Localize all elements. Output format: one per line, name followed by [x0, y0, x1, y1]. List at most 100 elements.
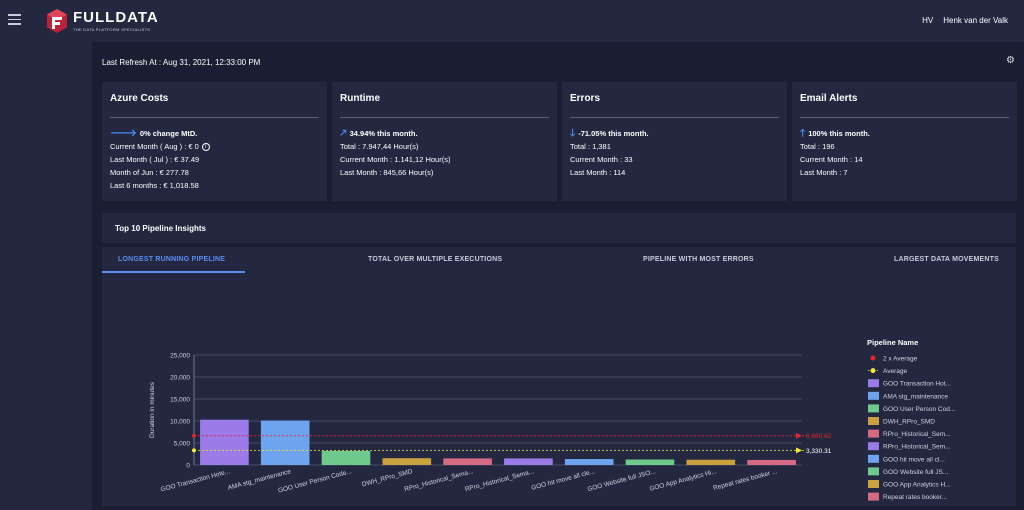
- top-bar: FULLDATA THE DATA PLATFORM SPECIALISTS H…: [0, 0, 1024, 42]
- insights-header: Top 10 Pipeline Insights: [102, 213, 1016, 243]
- bar: [625, 459, 675, 465]
- legend-label: AMA stg_maintenance: [883, 393, 948, 400]
- legend-swatch: [868, 429, 879, 438]
- card-line: Total : 7.947,44 Hour(s): [340, 142, 419, 151]
- y-tick-label: 0: [186, 463, 190, 470]
- bar: [321, 450, 371, 465]
- bar: [747, 459, 796, 465]
- average-arrow: [796, 447, 802, 454]
- bar: [443, 458, 492, 465]
- legend-swatch: [868, 480, 879, 488]
- legend-label: RPro_Historical_Sem...: [883, 444, 951, 451]
- legend-label: GOO User Person Cod...: [883, 406, 955, 413]
- legend-swatch: [868, 391, 879, 400]
- tab-total-executions[interactable]: TOTAL OVER MULTIPLE EXECUTIONS: [368, 256, 503, 263]
- arrow-up-right-icon: 🡕: [340, 127, 347, 139]
- tab-longest-running[interactable]: LONGEST RUNNING PIPELINE: [118, 256, 226, 263]
- logo-mark-icon: [47, 9, 67, 33]
- y-axis-label: Duration in minutes: [149, 381, 156, 438]
- trend-text: 100% this month.: [808, 129, 870, 138]
- gear-icon[interactable]: ⚙: [1006, 55, 1015, 66]
- double-average-marker: [192, 433, 196, 438]
- trend-text: -71.05% this month.: [578, 129, 649, 138]
- main-content: Last Refresh At : Aug 31, 2021, 12:33:00…: [92, 42, 1024, 510]
- azure-costs-card: Azure Costs 🡒 0% change MtD. Current Mont…: [102, 82, 327, 201]
- bar: [200, 419, 249, 465]
- card-title: Errors: [570, 93, 601, 104]
- legend-swatch: [868, 492, 879, 501]
- legend-label: RPro_Historical_Sem...: [883, 431, 951, 438]
- arrow-up-icon: 🡑: [800, 127, 806, 139]
- x-tick-label: RPro_Historical_Sema...: [464, 468, 535, 493]
- legend-swatch: [868, 467, 879, 476]
- card-line: Current Month : 1.141,12 Hour(s): [340, 155, 451, 164]
- logo-title: FULLDATA: [73, 9, 159, 26]
- card-line: Last Month ( Jul ) : € 37.49: [110, 155, 200, 164]
- x-tick-label: GOO Website full JSO...: [587, 468, 657, 493]
- card-title: Email Alerts: [800, 93, 858, 104]
- card-line: Current Month : 33: [570, 155, 633, 164]
- divider: [570, 117, 779, 118]
- legend-label: Average: [883, 368, 907, 375]
- divider: [800, 117, 1009, 118]
- email-alerts-card: Email Alerts 🡑 100% this month. Total : 1…: [792, 82, 1017, 201]
- divider: [110, 117, 319, 118]
- card-line: Total : 1,381: [570, 142, 611, 151]
- trend-text: 0% change MtD.: [139, 129, 198, 138]
- user-menu[interactable]: HV Henk van der Valk: [922, 16, 1008, 25]
- legend-label: GOO hit move all cl...: [883, 456, 945, 463]
- trend-text: 34.94% this month.: [349, 129, 418, 138]
- bar: [260, 420, 310, 465]
- x-tick-label: GOO App Analytics Hi...: [649, 468, 718, 493]
- divider: [340, 117, 549, 118]
- tab-bar: LONGEST RUNNING PIPELINE TOTAL OVER MULT…: [102, 247, 1016, 273]
- legend-label: GOO Transaction Hot...: [883, 381, 951, 388]
- hamburger-menu-icon[interactable]: [8, 14, 21, 25]
- legend-title: Pipeline Name: [867, 338, 918, 347]
- legend-marker: [870, 355, 876, 361]
- tab-largest-data[interactable]: LARGEST DATA MOVEMENTS: [894, 256, 999, 263]
- card-line: Current Month : 14: [800, 155, 863, 164]
- arrow-right-icon: 🡒: [110, 127, 137, 139]
- tab-most-errors[interactable]: PIPELINE WITH MOST ERRORS: [643, 256, 754, 263]
- legend-swatch: [868, 417, 879, 425]
- logo[interactable]: FULLDATA THE DATA PLATFORM SPECIALISTS: [46, 6, 159, 36]
- average-marker: [192, 448, 196, 453]
- arrow-down-icon: 🡓: [570, 127, 576, 139]
- x-tick-label: RPro_Historical_Sema...: [404, 468, 475, 493]
- bar: [504, 458, 553, 465]
- card-line: Last Month : 114: [570, 168, 626, 177]
- legend-swatch: [868, 404, 879, 413]
- y-tick-label: 20,000: [170, 375, 190, 382]
- legend-swatch: [868, 442, 879, 451]
- x-tick-label: GOO hit move all cle...: [531, 468, 596, 492]
- sidebar: [0, 42, 92, 510]
- y-tick-label: 5,000: [174, 441, 191, 448]
- card-title: Runtime: [340, 93, 380, 104]
- y-tick-label: 15,000: [170, 397, 190, 404]
- chart-panel: 0 5,000 10,000 15,000 20,000 25,000 Duration i…: [102, 273, 1016, 506]
- card-line: Current Month ( Aug ) : € 0: [110, 142, 199, 151]
- card-line: Month of Jun : € 277.78: [110, 168, 189, 177]
- logo-subtitle: THE DATA PLATFORM SPECIALISTS: [73, 27, 151, 32]
- legend-swatch: [868, 454, 879, 463]
- runtime-card: Runtime 🡕 34.94% this month. Total : 7.94…: [332, 82, 557, 201]
- card-line: Last Month : 7: [800, 168, 848, 177]
- y-tick-label: 25,000: [170, 353, 190, 360]
- bar: [382, 458, 432, 465]
- insights-title: Top 10 Pipeline Insights: [115, 224, 206, 233]
- bar: [686, 459, 736, 465]
- user-initials: HV: [922, 16, 934, 25]
- card-line: Total : 196: [800, 142, 835, 151]
- legend-label: GOO App Analytics H...: [883, 482, 951, 489]
- card-title: Azure Costs: [110, 93, 169, 104]
- legend-label: Repeat rates booker...: [883, 494, 947, 501]
- card-line: Last Month : 845,66 Hour(s): [340, 168, 434, 177]
- double-average-label: 6,660.62: [806, 433, 832, 440]
- info-icon[interactable]: i: [201, 143, 210, 152]
- errors-card: Errors 🡓 -71.05% this month. Total : 1,38…: [562, 82, 787, 201]
- card-line: Last 6 months : € 1,018.58: [110, 181, 199, 190]
- double-average-arrow: [796, 432, 802, 439]
- legend-label: 2 x Average: [883, 356, 918, 363]
- user-name: Henk van der Valk: [943, 16, 1008, 25]
